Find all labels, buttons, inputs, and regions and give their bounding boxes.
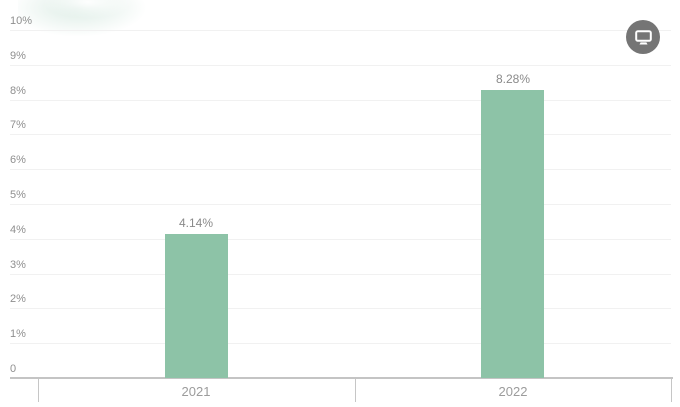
y-axis-tick-label: 10% (10, 15, 33, 27)
y-axis-tick-label: 3% (10, 259, 26, 271)
y-gridline (10, 204, 671, 205)
x-axis-category-label: 2022 (498, 384, 528, 399)
y-axis-tick-label: 0 (10, 363, 17, 375)
bar-value-label: 8.28% (495, 72, 531, 86)
y-gridline (10, 169, 671, 170)
bar-2022[interactable] (481, 90, 544, 378)
x-axis-category-label: 2021 (181, 384, 211, 399)
y-gridline (10, 134, 671, 135)
monitor-icon (634, 29, 652, 44)
y-axis-tick-label: 8% (10, 85, 26, 97)
y-axis-tick-label: 1% (10, 328, 26, 340)
y-gridline (10, 308, 671, 309)
y-axis-tick-label: 6% (10, 154, 26, 166)
x-axis-tick (38, 379, 39, 402)
bar-2021[interactable] (165, 234, 228, 378)
y-gridline (10, 239, 671, 240)
x-axis-tick (355, 379, 356, 402)
y-axis-tick-label: 7% (10, 119, 26, 131)
y-axis-tick-label: 2% (10, 293, 26, 305)
x-axis-line (10, 377, 673, 379)
y-gridline (10, 65, 671, 66)
y-axis-tick-label: 5% (10, 189, 26, 201)
fullscreen-button[interactable] (626, 20, 660, 54)
y-axis-tick-label: 9% (10, 50, 26, 62)
x-axis-tick (671, 379, 672, 402)
y-gridline (10, 343, 671, 344)
bar-value-label: 4.14% (178, 216, 214, 230)
y-gridline (10, 100, 671, 101)
y-gridline (10, 30, 671, 31)
y-gridline (10, 274, 671, 275)
y-axis-tick-label: 4% (10, 224, 26, 236)
